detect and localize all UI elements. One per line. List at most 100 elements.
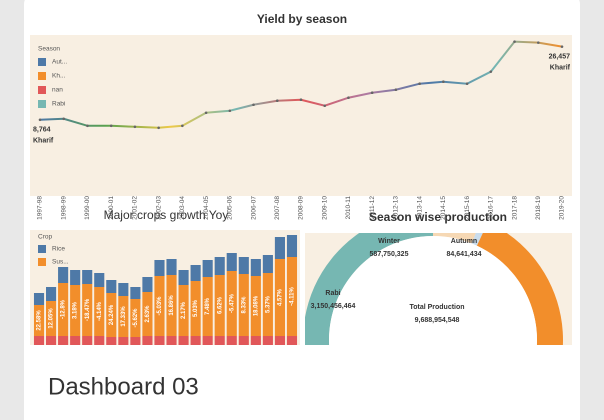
growth-label: -4.14% [97,301,103,321]
slice-label: Winter [378,238,400,245]
x-tick-label: 2007-08 [274,196,281,220]
bar-segment [130,299,141,337]
point [489,70,493,73]
point [536,41,540,44]
x-tick-label: 2006-07 [250,196,257,220]
x-tick-label: 2010-11 [345,196,352,220]
line-panel [30,35,572,196]
bar-segment [118,283,129,296]
x-tick-label: 2019-20 [559,196,566,220]
bar-segment [142,292,153,336]
x-tick-label: 2002-03 [155,196,162,220]
growth-label: 2.63% [145,305,151,323]
donut-slice [433,233,476,244]
bar-segment [274,259,285,336]
bar-segment [250,259,261,276]
bar-segment [154,260,165,276]
x-tick-label: 2014-15 [440,196,447,220]
bar-segment [202,336,213,345]
bar-segment [190,336,201,345]
legend-swatch [38,86,46,94]
bar-segment [166,336,177,345]
x-tick-label: 1997-98 [37,196,44,220]
bar-segment [106,337,117,345]
legend-label: Rice [52,246,65,253]
bar-segment [238,336,249,345]
x-tick-label: 2016-17 [488,196,495,220]
bar-segment [58,267,69,283]
legend-label: nan [52,87,63,94]
bar-segment [178,270,189,285]
point [418,82,421,86]
bar-segment [262,273,273,336]
slice-label: Autumn [451,238,477,245]
bar-segment [226,253,237,271]
legend-label: Sus... [52,259,69,266]
growth-label: -18.47% [85,298,91,321]
legend-label: Aut... [52,59,67,66]
bar-segment [94,273,105,287]
bar-segment [130,287,141,299]
growth-label: 2.17% [181,301,187,319]
bar-segment [106,280,117,293]
bar-segment [82,284,93,336]
bar-segment [166,275,177,336]
legend-title: Crop [38,234,52,241]
bar-segment [58,283,69,336]
bar-segment [82,336,93,345]
bar-segment [82,270,93,284]
bar-segment [94,287,105,336]
legend-title: Season [38,46,60,53]
chart-title: Season wise production [369,210,507,224]
point [442,80,445,84]
bar-segment [118,296,129,337]
bar-segment [70,336,81,345]
bar-segment [154,276,165,336]
bar-segment [70,285,81,336]
legend-swatch [38,258,46,266]
value-label: 26,457 [549,53,571,60]
x-tick-label: 2008-09 [298,196,305,220]
bar-segment [154,336,165,345]
slice-label: Rabi [325,290,340,297]
point [323,104,327,108]
slice-value: 84,641,434 [446,251,481,258]
bar-segment [202,260,213,277]
growth-label: -4.11% [290,286,296,305]
legend-swatch [38,72,46,80]
x-tick-label: 2011-12 [369,196,376,220]
x-tick-label: 2003-04 [179,196,186,220]
bar-segment [226,271,237,336]
x-tick-label: 2000-01 [108,196,115,220]
growth-label: 6.62% [217,296,223,314]
bar-segment [202,277,213,336]
slice-value: 587,750,325 [370,251,409,258]
point-label: Kharif [550,64,571,71]
legend-swatch [38,100,46,108]
growth-label: 18.08% [253,295,259,316]
point [228,109,232,113]
bar-segment [142,336,153,345]
bar-segment [286,336,298,345]
x-tick-label: 2005-06 [227,196,234,220]
point [465,82,469,86]
bar-segment [214,336,225,345]
growth-label: 4.57% [278,288,284,306]
growth-label: 8.33% [241,296,247,314]
legend-label: Rabi [52,101,65,108]
point [394,88,398,92]
bar-segment [262,336,273,345]
bar-segment [250,336,261,345]
total-label: Total Production [409,304,464,311]
point [370,91,374,95]
bar-segment [118,337,129,345]
bar-segment [214,275,225,336]
point [299,98,303,102]
bar-segment [262,255,273,273]
total-value: 9,688,954,548 [415,317,460,324]
bar-segment [106,293,117,337]
x-tick-label: 2015-16 [464,196,471,220]
bar-segment [33,293,45,305]
legend-label: Kh... [52,73,66,80]
